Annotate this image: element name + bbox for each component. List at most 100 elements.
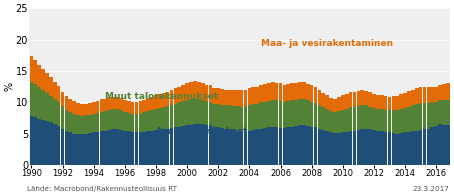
Bar — [356, 91, 360, 106]
Bar — [181, 126, 185, 165]
Bar — [135, 132, 138, 165]
Bar — [45, 121, 49, 165]
Bar — [427, 103, 430, 129]
Bar — [446, 126, 450, 165]
Bar — [166, 106, 169, 129]
Bar — [34, 84, 37, 117]
Bar — [423, 129, 426, 165]
Bar — [212, 127, 216, 165]
Bar — [154, 95, 158, 109]
Bar — [201, 100, 204, 124]
Bar — [80, 104, 84, 116]
Bar — [395, 96, 399, 110]
Bar — [341, 110, 345, 132]
Bar — [282, 85, 286, 102]
Bar — [127, 113, 131, 131]
Bar — [267, 101, 271, 127]
Bar — [193, 81, 197, 99]
Bar — [185, 126, 189, 165]
Bar — [391, 96, 395, 110]
Bar — [291, 100, 294, 127]
Bar — [34, 60, 37, 84]
Bar — [64, 131, 68, 165]
Bar — [193, 99, 197, 124]
Bar — [298, 82, 302, 99]
Bar — [30, 116, 33, 165]
Bar — [240, 90, 243, 107]
Bar — [364, 105, 368, 129]
Bar — [201, 124, 204, 165]
Bar — [333, 99, 337, 112]
Bar — [310, 85, 314, 102]
Bar — [427, 129, 430, 165]
Bar — [372, 94, 376, 108]
Bar — [69, 99, 72, 112]
Bar — [279, 128, 282, 165]
Bar — [131, 113, 134, 132]
Bar — [411, 131, 415, 165]
Bar — [57, 102, 60, 126]
Bar — [267, 83, 271, 101]
Bar — [88, 133, 92, 165]
Bar — [310, 102, 314, 127]
Bar — [345, 94, 349, 109]
Bar — [37, 65, 41, 87]
Bar — [356, 130, 360, 165]
Bar — [368, 107, 372, 129]
Bar — [302, 99, 306, 126]
Bar — [150, 131, 154, 165]
Bar — [111, 129, 115, 165]
Bar — [430, 87, 434, 102]
Bar — [170, 90, 173, 105]
Bar — [403, 93, 407, 108]
Bar — [329, 98, 333, 111]
Bar — [146, 131, 150, 165]
Bar — [326, 95, 329, 109]
Bar — [111, 109, 115, 129]
Bar — [37, 119, 41, 165]
Bar — [61, 92, 64, 106]
Bar — [205, 85, 208, 101]
Bar — [212, 88, 216, 104]
Bar — [247, 88, 251, 105]
Bar — [72, 134, 76, 165]
Bar — [302, 82, 306, 99]
Bar — [252, 104, 255, 130]
Bar — [255, 104, 259, 129]
Bar — [76, 103, 80, 115]
Bar — [384, 110, 387, 132]
Bar — [45, 93, 49, 121]
Bar — [240, 131, 243, 165]
Bar — [294, 126, 298, 165]
Text: Lähde: Macrobond/Rakennusteollisuus RT: Lähde: Macrobond/Rakennusteollisuus RT — [27, 186, 177, 192]
Bar — [189, 99, 193, 125]
Bar — [259, 102, 263, 129]
Bar — [380, 131, 384, 165]
Bar — [376, 109, 380, 131]
Bar — [244, 106, 247, 131]
Bar — [333, 112, 337, 133]
Bar — [115, 97, 119, 109]
Bar — [419, 87, 423, 103]
Bar — [34, 117, 37, 165]
Bar — [434, 126, 438, 165]
Bar — [143, 112, 146, 132]
Bar — [92, 132, 95, 165]
Bar — [96, 132, 99, 165]
Bar — [119, 110, 123, 130]
Bar — [294, 83, 298, 100]
Bar — [356, 106, 360, 130]
Bar — [279, 101, 282, 128]
Bar — [84, 115, 88, 134]
Bar — [127, 131, 131, 165]
Bar — [131, 102, 134, 113]
Bar — [403, 132, 407, 165]
Bar — [427, 87, 430, 103]
Bar — [115, 109, 119, 129]
Bar — [228, 90, 232, 105]
Bar — [61, 106, 64, 129]
Bar — [99, 131, 104, 165]
Bar — [388, 110, 391, 132]
Bar — [341, 95, 345, 110]
Bar — [279, 83, 282, 101]
